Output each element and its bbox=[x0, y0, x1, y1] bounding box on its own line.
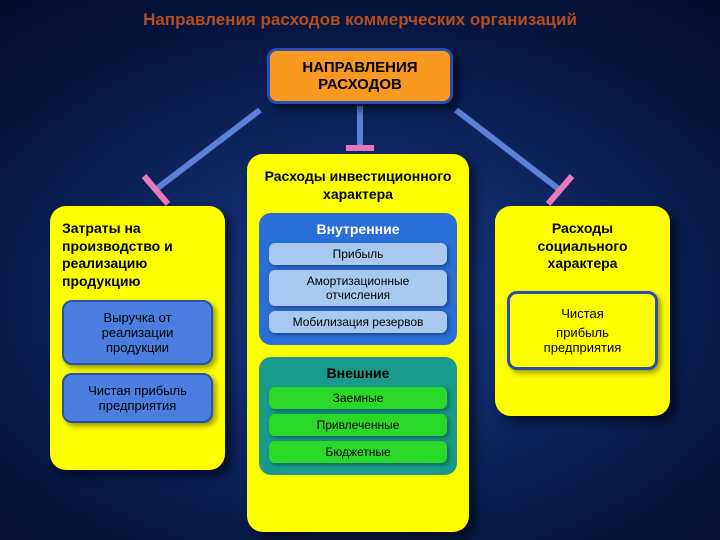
chip-internal-2: Мобилизация резервов bbox=[269, 311, 447, 333]
column-left: Затраты на производство и реализацию про… bbox=[50, 206, 225, 470]
root-line2: РАСХОДОВ bbox=[302, 76, 417, 93]
root-node: НАПРАВЛЕНИЯ РАСХОДОВ bbox=[267, 48, 453, 104]
group-internal: Внутренние Прибыль Амортизационные отчис… bbox=[259, 213, 457, 345]
chip-external-0: Заемные bbox=[269, 387, 447, 409]
group-external-title: Внешние bbox=[269, 365, 447, 381]
group-external: Внешние Заемные Привлеченные Бюджетные bbox=[259, 357, 457, 475]
left-box-revenue: Выручка от реализации продукции bbox=[62, 300, 213, 365]
col-mid-title: Расходы инвестиционного характера bbox=[259, 168, 457, 203]
chip-external-2: Бюджетные bbox=[269, 441, 447, 463]
right-box-line1: Чистая bbox=[518, 306, 647, 321]
col-right-title: Расходы социального характера bbox=[507, 220, 658, 273]
right-box-line2: прибыль предприятия bbox=[518, 325, 647, 355]
page-title: Направления расходов коммерческих органи… bbox=[0, 10, 720, 30]
chip-internal-0: Прибыль bbox=[269, 243, 447, 265]
root-line1: НАПРАВЛЕНИЯ bbox=[302, 59, 417, 76]
group-internal-title: Внутренние bbox=[269, 221, 447, 237]
column-middle: Расходы инвестиционного характера Внутре… bbox=[247, 154, 469, 532]
chip-external-1: Привлеченные bbox=[269, 414, 447, 436]
diagram-content: Направления расходов коммерческих органи… bbox=[0, 0, 720, 540]
chip-internal-1: Амортизационные отчисления bbox=[269, 270, 447, 306]
column-right: Расходы социального характера Чистая при… bbox=[495, 206, 670, 416]
right-box-profit: Чистая прибыль предприятия bbox=[507, 291, 658, 370]
left-box-profit: Чистая прибыль предприятия bbox=[62, 373, 213, 423]
col-left-title: Затраты на производство и реализацию про… bbox=[62, 220, 213, 290]
